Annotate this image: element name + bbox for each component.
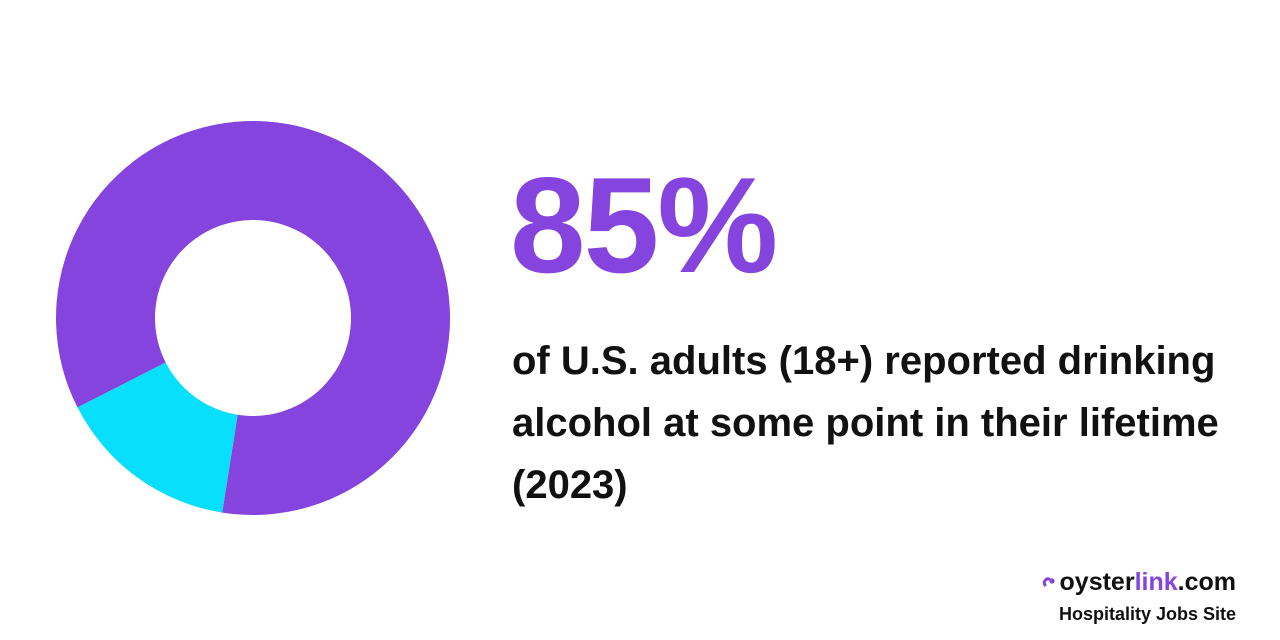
brand-logo: oyster link .com Hospitality Jobs Site <box>1041 566 1236 628</box>
brand-name-domain: .com <box>1177 568 1236 596</box>
brand-name: oyster link .com <box>1041 566 1236 598</box>
headline-caption: of U.S. adults (18+) reported drinking a… <box>512 339 1219 507</box>
oyster-logo-icon <box>1042 577 1055 587</box>
donut-slice-1 <box>77 362 238 513</box>
brand-tagline: Hospitality Jobs Site <box>1058 604 1236 624</box>
brand-name-oyster: oyster <box>1059 568 1135 596</box>
headline-percentage: 85% <box>510 149 778 301</box>
donut-chart <box>55 120 450 516</box>
donut-slice-0 <box>55 120 450 516</box>
brand-name-link: link <box>1134 568 1178 596</box>
